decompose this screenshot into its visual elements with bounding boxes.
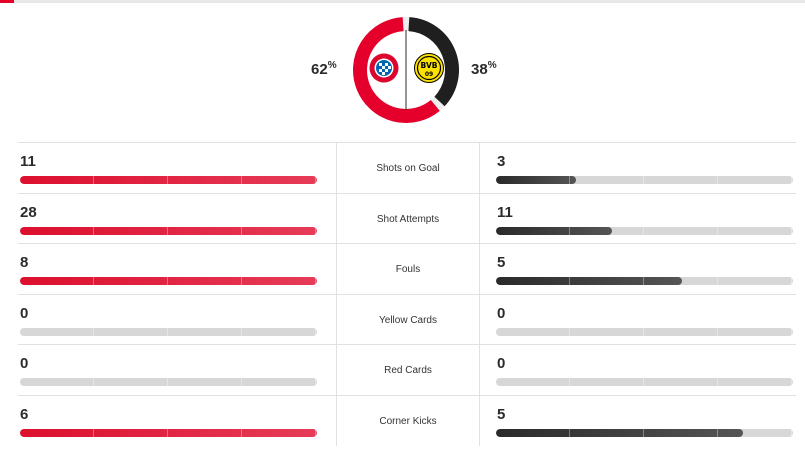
home-stat-fill xyxy=(20,277,317,285)
stat-label: Red Cards xyxy=(384,365,432,376)
home-stat-bar xyxy=(20,277,317,285)
away-stat-value: 0 xyxy=(497,304,506,322)
top-border xyxy=(0,0,805,3)
stat-label-cell: Corner Kicks xyxy=(336,395,480,446)
possession-donut xyxy=(353,17,459,123)
home-stat-fill xyxy=(20,226,317,235)
possession-section: 62% BVB 09 38% xyxy=(0,0,805,135)
home-stat-bar xyxy=(20,428,317,437)
stat-label-cell: Shot Attempts xyxy=(336,193,480,244)
away-possession-unit: % xyxy=(487,60,497,71)
home-stat-bar xyxy=(20,378,317,386)
away-stat-fill xyxy=(496,226,612,235)
stat-label-cell: Red Cards xyxy=(336,345,480,395)
stat-row: 0 Yellow Cards 0 xyxy=(18,293,796,345)
stat-label-cell: Yellow Cards xyxy=(336,294,480,345)
away-stat-value: 11 xyxy=(497,203,513,221)
stat-label: Shots on Goal xyxy=(376,163,440,174)
away-possession-arc xyxy=(408,17,459,107)
away-possession-value: 38 xyxy=(471,61,488,78)
stat-label: Corner Kicks xyxy=(379,415,437,427)
home-stat-value: 8 xyxy=(20,254,29,271)
stat-row: 0 Red Cards 0 xyxy=(18,344,796,395)
stat-row: 11 Shots on Goal 3 xyxy=(18,142,796,193)
stat-label-cell: Shots on Goal xyxy=(336,143,480,193)
away-stat-bar xyxy=(496,327,793,336)
svg-text:09: 09 xyxy=(425,71,433,78)
home-stat-value: 0 xyxy=(20,355,29,372)
home-stat-fill xyxy=(20,176,317,184)
stat-row: 8 Fouls 5 xyxy=(18,243,796,294)
stat-label: Shot Attempts xyxy=(376,213,440,225)
home-stat-fill xyxy=(20,428,317,437)
stat-label-cell: Fouls xyxy=(336,244,480,294)
away-possession: 38% xyxy=(471,60,497,78)
away-stat-fill xyxy=(496,428,743,437)
away-stat-bar xyxy=(496,428,793,437)
away-stat-bar xyxy=(496,378,793,386)
away-stat-value: 5 xyxy=(497,405,506,423)
stat-row: 6 Corner Kicks 5 xyxy=(18,394,796,446)
home-stat-value: 0 xyxy=(20,304,29,322)
home-stat-value: 6 xyxy=(20,405,29,423)
away-stat-bar xyxy=(496,176,793,184)
home-stat-bar xyxy=(20,226,317,235)
home-possession: 62% xyxy=(311,60,337,78)
away-stat-fill xyxy=(496,176,577,184)
home-possession-value: 62 xyxy=(311,61,328,78)
stat-label: Yellow Cards xyxy=(379,314,437,326)
away-stat-fill xyxy=(496,277,682,285)
away-stat-value: 5 xyxy=(497,254,506,271)
home-stat-value: 28 xyxy=(20,203,37,221)
home-stat-value: 11 xyxy=(20,153,36,170)
fc-bayern-logo-icon xyxy=(369,53,399,83)
away-stat-value: 0 xyxy=(497,355,506,372)
home-possession-arc xyxy=(353,17,440,123)
away-stat-bar xyxy=(496,226,793,235)
stat-row: 28 Shot Attempts 11 xyxy=(18,192,796,244)
home-stat-bar xyxy=(20,327,317,336)
home-possession-unit: % xyxy=(327,60,337,71)
home-stat-bar xyxy=(20,176,317,184)
svg-text:BVB: BVB xyxy=(421,61,438,70)
away-stat-bar xyxy=(496,277,793,285)
away-stat-value: 3 xyxy=(497,153,506,170)
stat-label: Fouls xyxy=(395,264,421,275)
bvb-logo-icon: BVB 09 xyxy=(414,53,444,83)
top-accent xyxy=(0,0,14,3)
